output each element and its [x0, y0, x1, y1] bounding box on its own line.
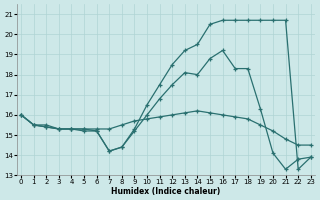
X-axis label: Humidex (Indice chaleur): Humidex (Indice chaleur): [111, 187, 220, 196]
